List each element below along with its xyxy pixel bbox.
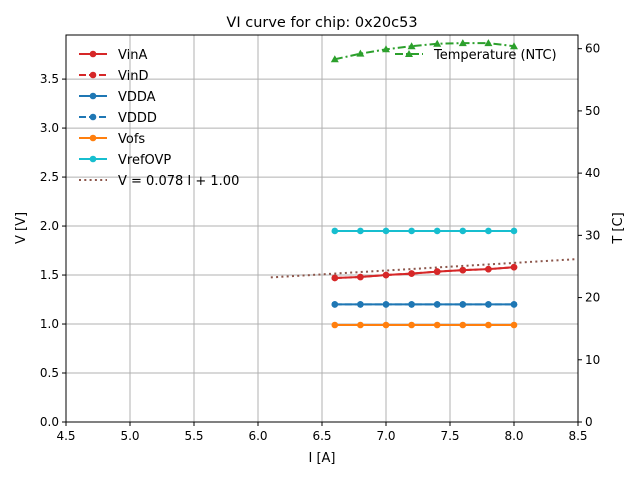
data-point-VDDD [433,301,441,308]
data-point-Vofs [408,321,415,329]
data-point-Vofs [485,321,492,329]
legend-label: V = 0.078 I + 1.00 [118,174,239,189]
y2-tick-label: 20 [585,291,600,305]
y2-axis-label: T [C] [611,212,626,244]
y2-tick-label: 30 [585,228,600,242]
data-point-Vofs [357,321,364,329]
y-tick-label: 2.0 [40,219,59,233]
y2-tick-label: 50 [585,104,600,118]
data-point-VDDD [357,301,364,308]
temperature-point [382,45,390,53]
data-point-VinD [408,270,415,277]
legend-marker [89,71,97,79]
data-point-Vofs [510,321,518,329]
data-point-VrefOVP [485,227,492,235]
legend-marker [89,155,97,163]
data-point-VinD [357,273,364,281]
temperature-point [407,42,416,50]
x-tick-label: 4.5 [56,429,75,443]
x-tick-label: 5.5 [184,429,203,443]
data-point-VinD [331,274,339,282]
temperature-point [458,39,467,47]
temperature-point [510,42,518,50]
x-tick-label: 8.0 [504,429,523,443]
legend-marker [89,134,97,142]
data-point-VrefOVP [357,227,364,235]
x-tick-label: 6.5 [312,429,331,443]
legend-label: VrefOVP [118,153,171,168]
x-axis-label: I [A] [308,451,335,466]
data-point-Vofs [331,321,339,329]
x-tick-label: 8.5 [568,429,587,443]
x-tick-label: 7.5 [440,429,459,443]
data-point-Vofs [382,321,390,329]
y-axis-label: V [V] [14,212,29,244]
data-point-VDDD [459,301,467,308]
series-line-VinA [334,266,515,279]
data-point-VDDD [485,301,492,308]
legend-marker [89,92,97,100]
y-tick-label: 1.5 [40,268,59,282]
data-point-VinD [433,268,441,275]
y-tick-label: 0.5 [40,366,59,380]
data-point-VDDD [510,301,518,308]
y-tick-label: 3.5 [40,72,59,86]
y2-tick-label: 40 [585,166,600,180]
temperature-point [433,39,442,47]
data-point-VinD [510,263,518,271]
y-tick-label: 1.0 [40,317,59,331]
legend-marker-temperature [405,50,413,57]
legend-marker [89,113,97,121]
data-point-VrefOVP [433,227,441,235]
data-point-VrefOVP [510,227,518,235]
fit-line [270,258,579,279]
y-tick-label: 0.0 [40,415,59,429]
x-tick-label: 5.0 [120,429,139,443]
data-point-VrefOVP [459,227,467,235]
legend-label: VinD [118,69,148,84]
data-point-VrefOVP [331,227,339,235]
x-tick-label: 7.0 [376,429,395,443]
data-point-VDDD [382,301,390,308]
legend-label: VDDD [118,111,157,126]
data-point-Vofs [459,321,467,329]
chart-title: VI curve for chip: 0x20c53 [226,15,417,31]
data-point-VrefOVP [408,227,415,235]
legend-label: Vofs [118,132,145,147]
temperature-line [334,42,515,61]
data-point-VinD [485,265,492,273]
temperature-point [484,39,493,47]
y2-tick-label: 0 [585,415,593,429]
temperature-point [330,55,339,63]
legend-marker [89,50,97,58]
data-point-VDDD [408,301,415,308]
x-tick-label: 6.0 [248,429,267,443]
data-point-Vofs [433,321,441,329]
data-point-VDDD [331,301,339,308]
data-point-VrefOVP [382,227,390,235]
legend-label-temperature: Temperature (NTC) [433,48,557,63]
legend-label: VinA [118,48,147,63]
temperature-point [356,49,365,57]
y-tick-label: 3.0 [40,121,59,135]
data-point-VinD [459,266,467,274]
data-point-VinD [382,271,390,279]
legend-label: VDDA [118,90,156,105]
y-tick-label: 2.5 [40,170,59,184]
y2-tick-label: 60 [585,42,600,56]
y2-tick-label: 10 [585,353,600,367]
